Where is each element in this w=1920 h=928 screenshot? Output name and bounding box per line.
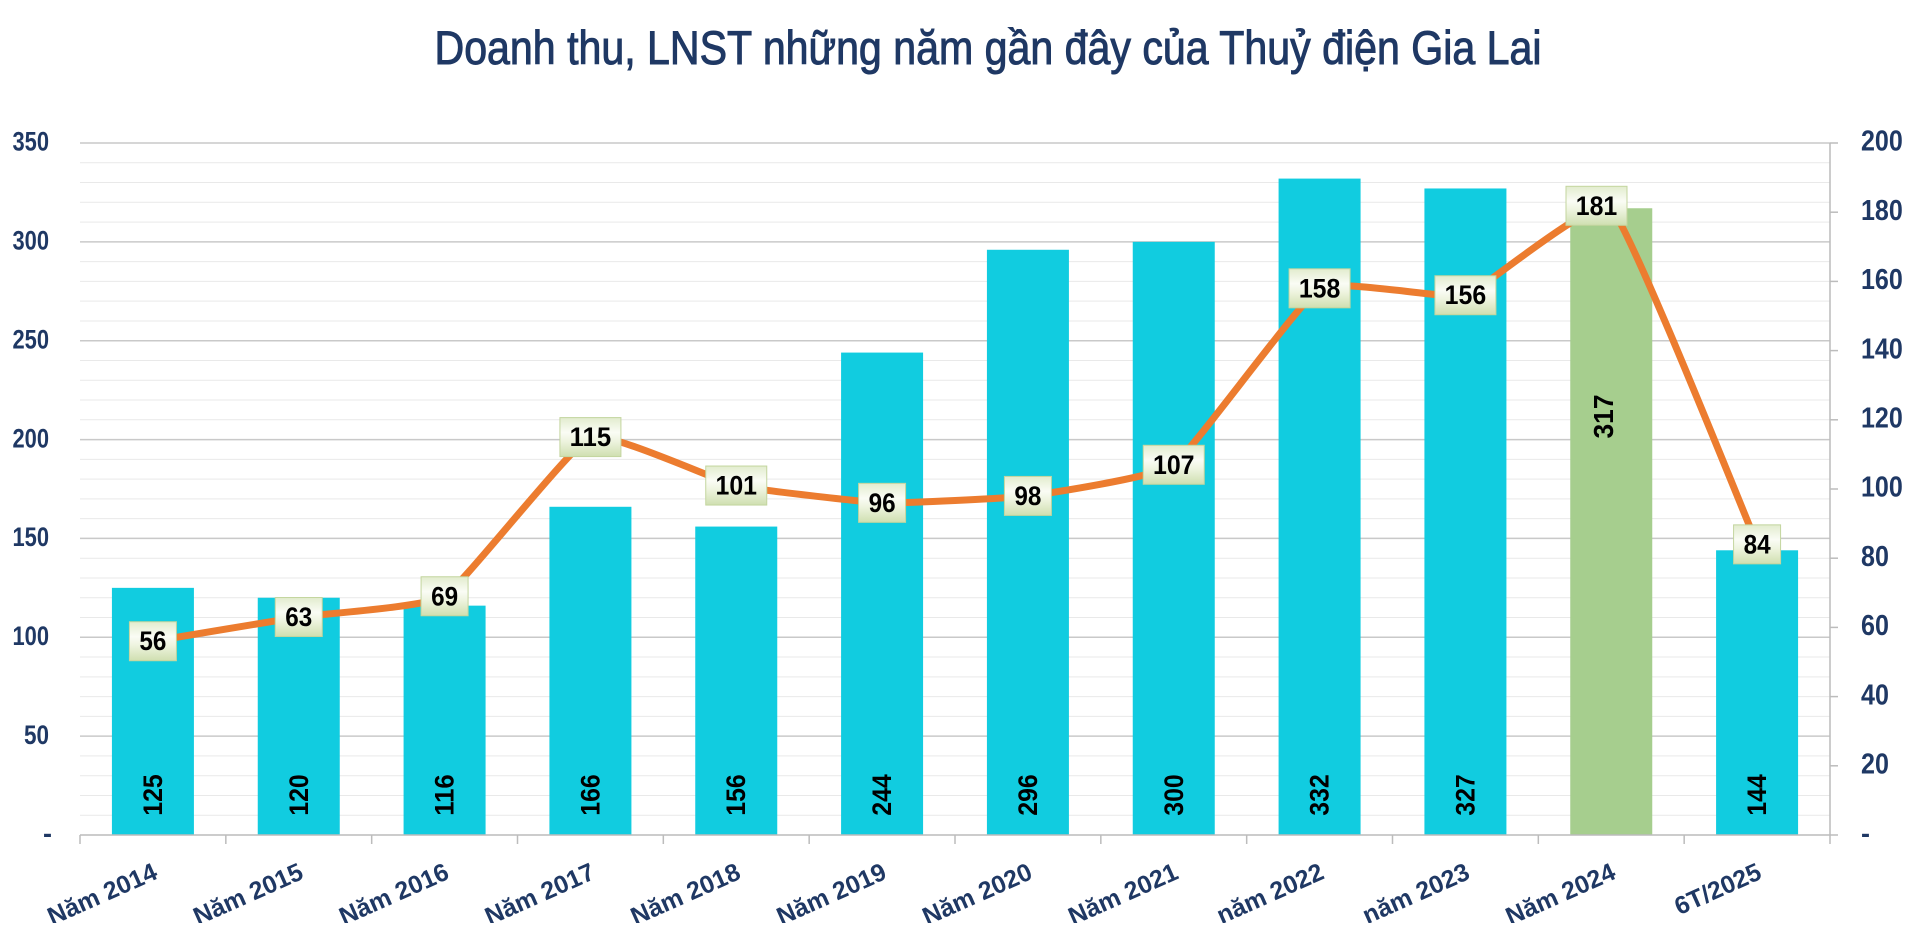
svg-text:69: 69 — [431, 581, 458, 611]
svg-text:40: 40 — [1861, 679, 1889, 711]
svg-text:116: 116 — [430, 774, 460, 816]
svg-text:160: 160 — [1861, 264, 1903, 296]
svg-text:-: - — [43, 819, 52, 849]
svg-text:327: 327 — [1450, 774, 1480, 816]
svg-text:296: 296 — [1013, 774, 1043, 816]
svg-text:300: 300 — [1159, 774, 1189, 816]
svg-text:140: 140 — [1861, 333, 1903, 365]
svg-text:60: 60 — [1861, 610, 1889, 642]
svg-text:120: 120 — [284, 774, 314, 816]
svg-text:Doanh thu, LNST những năm gần: Doanh thu, LNST những năm gần đây của Th… — [435, 21, 1542, 74]
svg-text:317: 317 — [1588, 395, 1619, 439]
svg-text:84: 84 — [1744, 529, 1771, 559]
svg-text:200: 200 — [13, 423, 50, 453]
svg-text:100: 100 — [1861, 472, 1903, 504]
svg-text:100: 100 — [13, 621, 50, 651]
svg-text:250: 250 — [13, 324, 50, 354]
svg-text:80: 80 — [1861, 541, 1889, 573]
svg-text:98: 98 — [1014, 481, 1041, 511]
svg-text:125: 125 — [138, 774, 168, 816]
svg-text:150: 150 — [13, 522, 50, 552]
svg-text:50: 50 — [24, 720, 49, 750]
svg-text:144: 144 — [1742, 774, 1772, 816]
svg-text:101: 101 — [716, 471, 758, 501]
svg-text:20: 20 — [1861, 749, 1889, 781]
svg-text:350: 350 — [13, 127, 50, 157]
svg-text:180: 180 — [1861, 195, 1903, 227]
svg-text:244: 244 — [867, 774, 897, 816]
svg-text:-: - — [1861, 819, 1870, 849]
svg-text:56: 56 — [139, 626, 166, 656]
svg-text:63: 63 — [285, 602, 312, 632]
svg-text:156: 156 — [721, 774, 751, 816]
svg-text:156: 156 — [1445, 280, 1487, 310]
svg-text:332: 332 — [1305, 774, 1335, 816]
svg-text:181: 181 — [1576, 191, 1618, 221]
svg-text:115: 115 — [570, 422, 612, 452]
svg-text:300: 300 — [13, 226, 50, 256]
svg-text:200: 200 — [1861, 126, 1903, 158]
svg-text:107: 107 — [1153, 450, 1195, 480]
svg-text:158: 158 — [1299, 273, 1341, 303]
svg-text:120: 120 — [1861, 403, 1903, 435]
svg-text:96: 96 — [869, 488, 896, 518]
svg-text:166: 166 — [575, 774, 605, 816]
